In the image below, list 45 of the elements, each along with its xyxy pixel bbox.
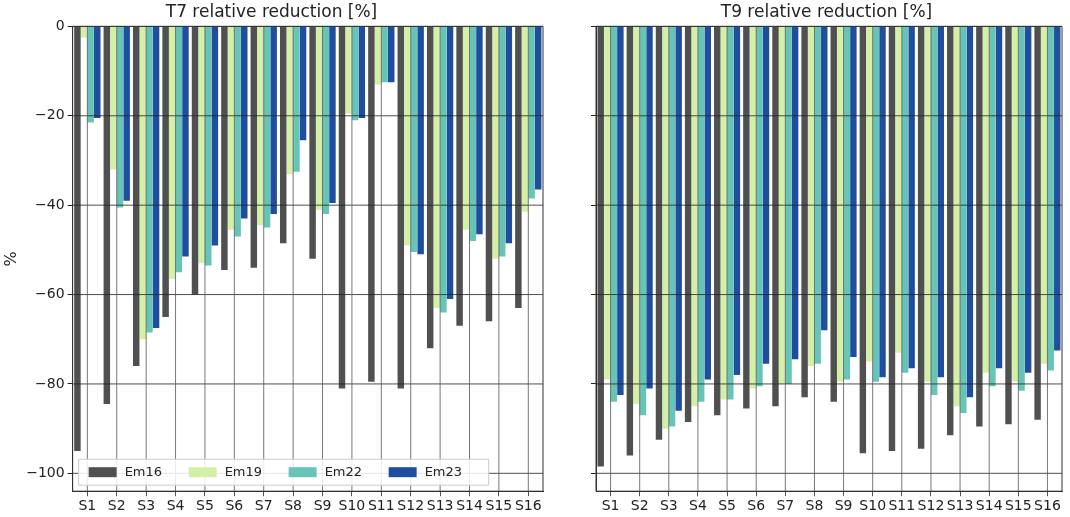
x-tick-label: S9 (834, 497, 853, 514)
x-tick-label: S11 (888, 497, 916, 514)
x-tick-label: S6 (225, 497, 244, 514)
x-tick-label: S6 (747, 497, 766, 514)
legend-label: Em23 (424, 463, 463, 479)
y-axis-title: % (0, 251, 20, 267)
x-tick-label: S14 (456, 497, 483, 514)
x-tick-label: S7 (254, 497, 273, 514)
y-tick-label: −100 (26, 463, 65, 480)
chart-title: T9 relative reduction [%] (719, 0, 933, 21)
legend-label: Em19 (224, 463, 263, 479)
y-tick-label: −20 (35, 106, 65, 123)
legend-label: Em16 (124, 463, 163, 479)
x-tick-label: S8 (284, 497, 303, 514)
y-tick-label: −40 (35, 195, 65, 212)
x-tick-label: S1 (601, 497, 620, 514)
x-tick-label: S10 (859, 497, 887, 514)
x-tick-label: S14 (975, 497, 1003, 514)
x-tick-label: S13 (946, 497, 974, 514)
legend-label: Em22 (324, 463, 363, 479)
x-tick-label: S9 (313, 497, 332, 514)
x-tick-label: S16 (1034, 497, 1061, 514)
y-tick-label: −80 (35, 374, 65, 391)
x-tick-label: S11 (367, 497, 395, 514)
x-tick-label: S10 (338, 497, 366, 514)
x-tick-label: S4 (166, 497, 185, 514)
x-tick-label: S7 (776, 497, 795, 514)
chart-title: T7 relative reduction [%] (164, 0, 378, 21)
x-tick-label: S3 (659, 497, 678, 514)
x-tick-label: S5 (196, 497, 214, 514)
x-tick-label: S13 (426, 497, 454, 514)
x-tick-label: S16 (514, 497, 542, 514)
x-tick-label: S8 (805, 497, 824, 514)
x-tick-label: S12 (917, 497, 945, 514)
x-tick-label: S3 (137, 497, 156, 514)
y-tick-label: 0 (55, 17, 65, 34)
x-tick-label: S15 (1004, 497, 1032, 514)
x-tick-label: S4 (689, 497, 707, 514)
x-tick-label: S15 (485, 497, 513, 514)
x-tick-label: S5 (718, 497, 736, 514)
y-tick-label: −60 (35, 285, 65, 302)
x-tick-label: S12 (397, 497, 425, 514)
x-tick-label: S1 (78, 497, 97, 514)
x-tick-label: S2 (630, 497, 649, 514)
x-tick-label: S2 (107, 497, 126, 514)
